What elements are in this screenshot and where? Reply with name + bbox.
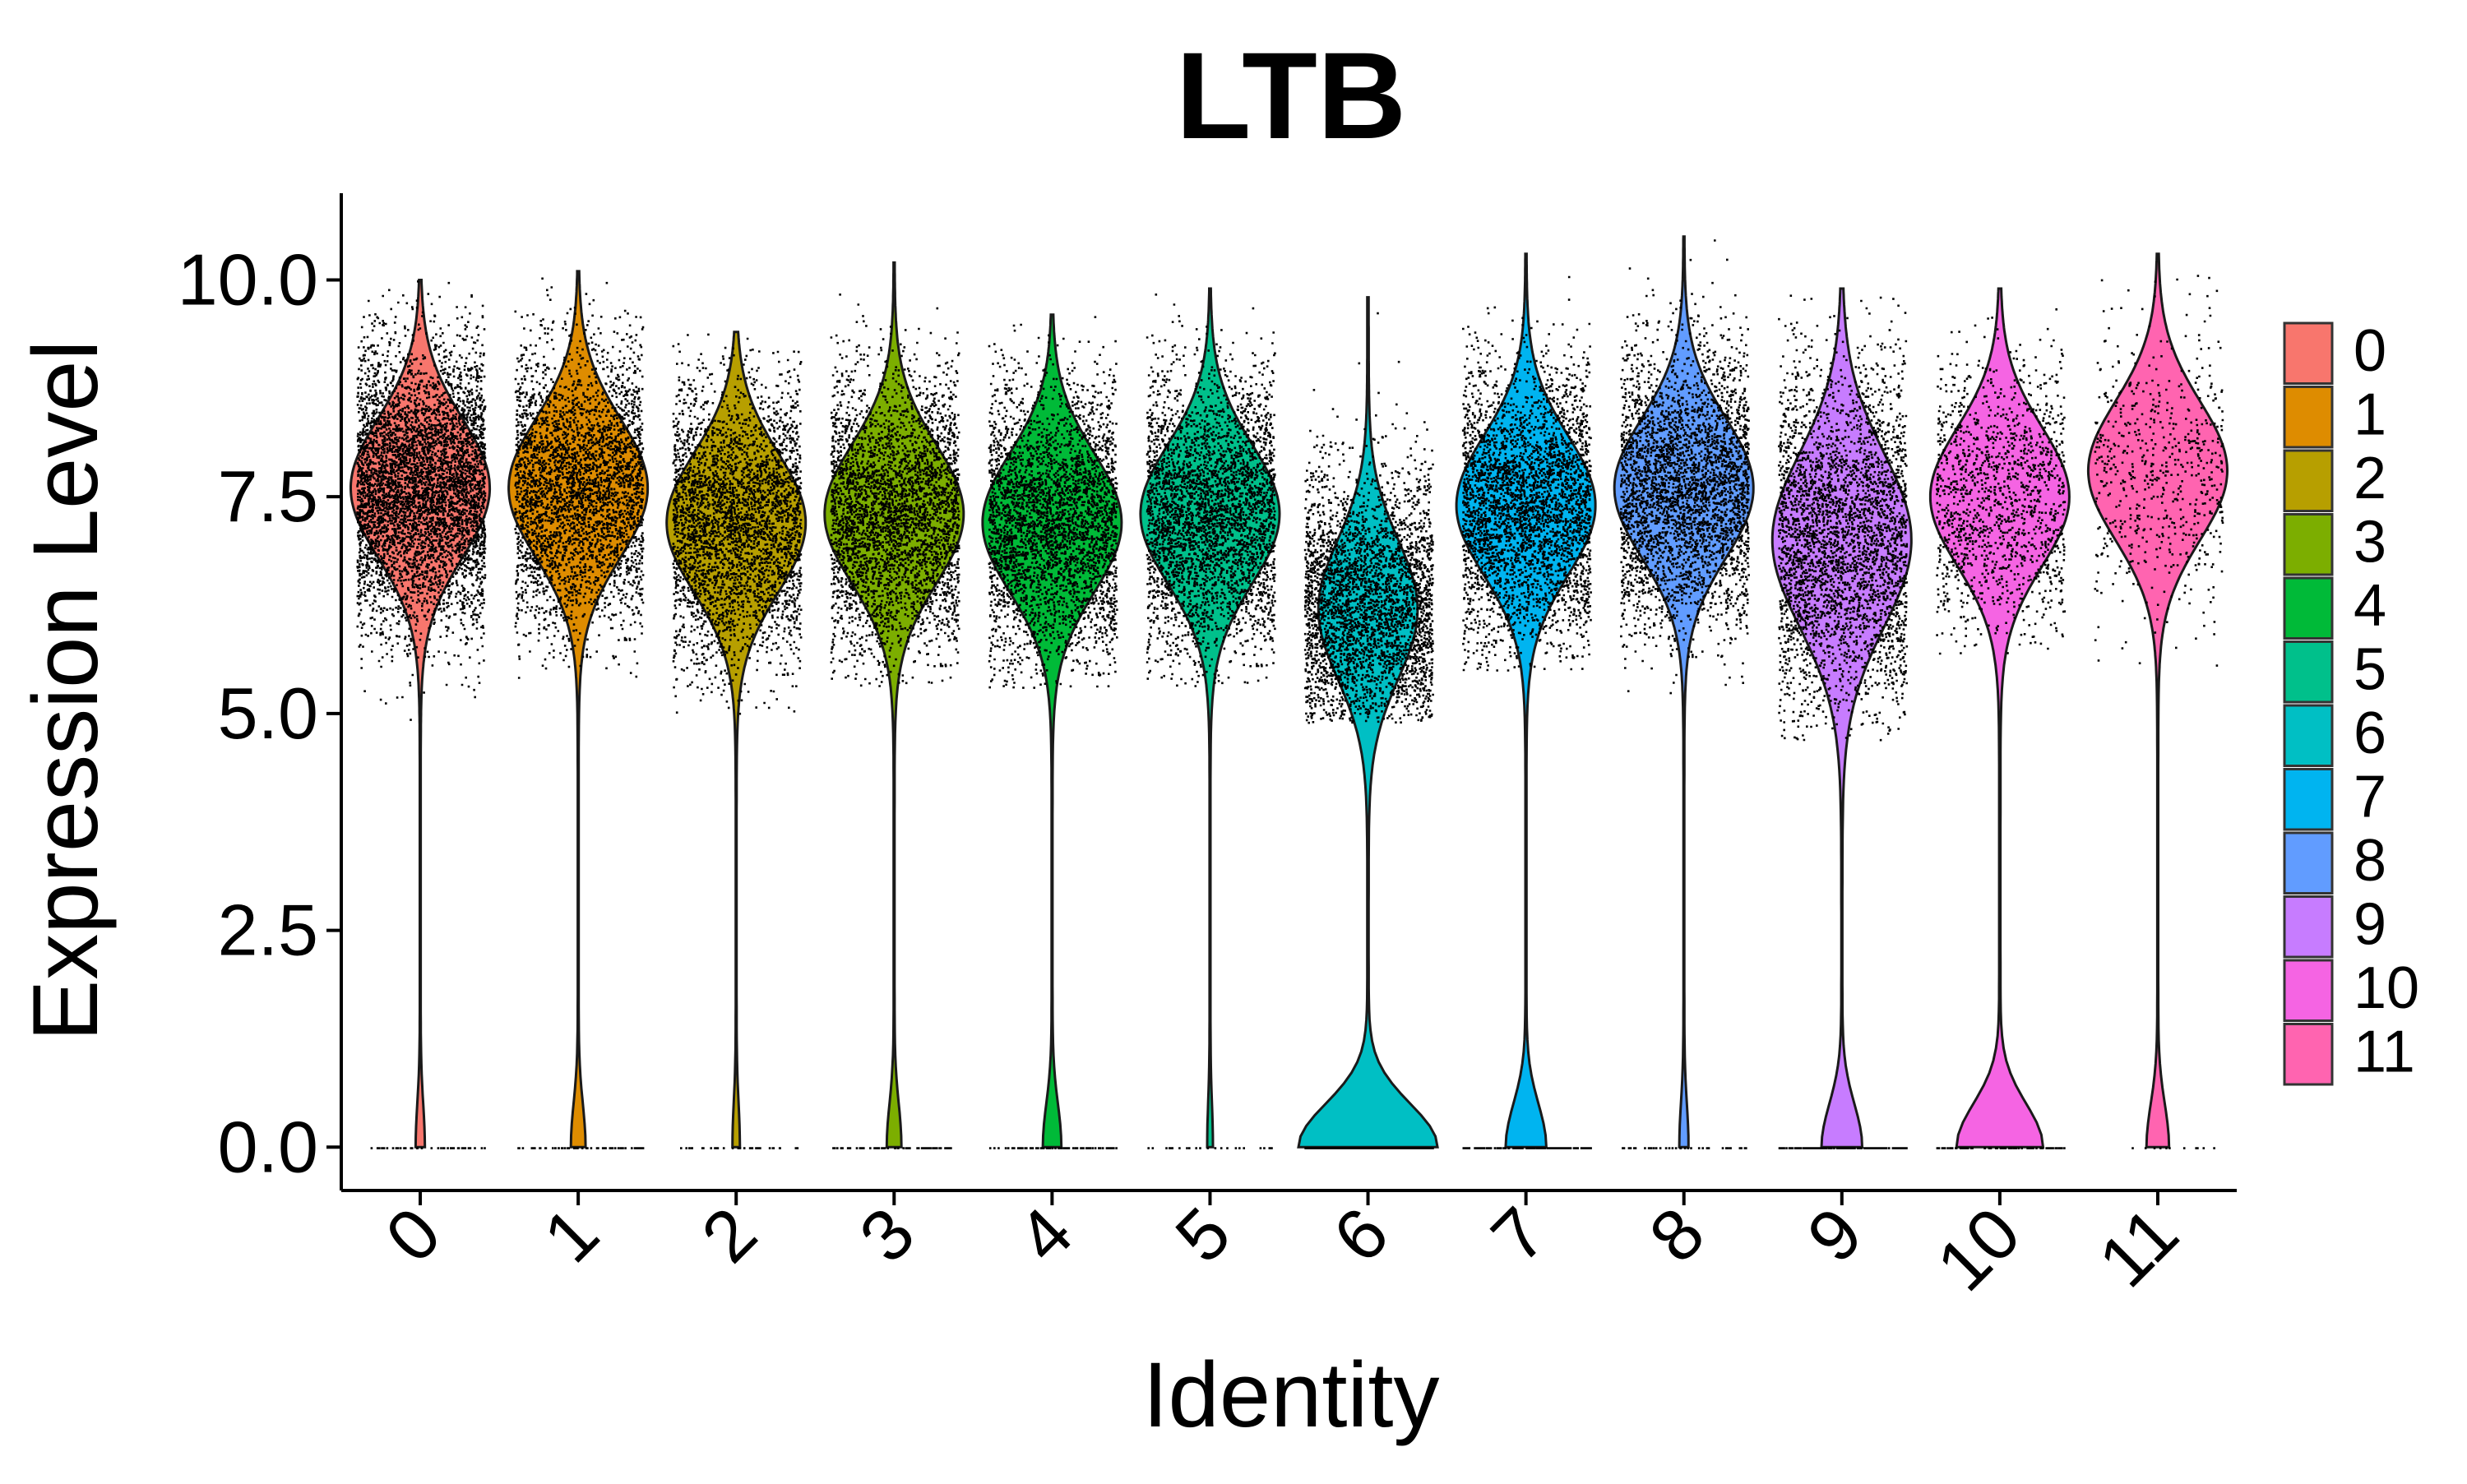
legend-key-6 bbox=[2283, 704, 2334, 767]
legend-key-9 bbox=[2283, 895, 2334, 959]
jitter-points-1 bbox=[514, 277, 645, 1149]
jitter-points-9 bbox=[1778, 294, 1909, 1149]
legend-key-8 bbox=[2283, 831, 2334, 895]
legend-key-10 bbox=[2283, 959, 2334, 1022]
legend-key-5 bbox=[2283, 640, 2334, 704]
legend-label-2: 2 bbox=[2354, 446, 2386, 511]
legend-label-1: 1 bbox=[2354, 382, 2386, 448]
legend-key-7 bbox=[2283, 768, 2334, 831]
jitter-points-8 bbox=[1620, 239, 1750, 1149]
legend-key-2 bbox=[2283, 449, 2334, 512]
x-tick-label: 5 bbox=[1159, 1191, 1246, 1278]
x-tick-label: 6 bbox=[1317, 1191, 1404, 1278]
chart-title: LTB bbox=[1176, 26, 1406, 164]
jitter-points-0 bbox=[356, 280, 487, 1149]
violins-layer bbox=[349, 235, 2229, 1149]
x-tick-label: 2 bbox=[686, 1191, 772, 1278]
y-axis-title: Expression Level bbox=[14, 340, 117, 1042]
legend-label-8: 8 bbox=[2354, 828, 2386, 894]
legend-key-0 bbox=[2283, 321, 2334, 385]
legend-key-11 bbox=[2283, 1023, 2334, 1086]
jitter-points-6 bbox=[1303, 312, 1434, 1149]
jitter-points-7 bbox=[1461, 275, 1592, 1149]
legend-key-4 bbox=[2283, 576, 2334, 640]
violin-2 bbox=[665, 331, 808, 1149]
x-tick-label: 0 bbox=[370, 1191, 456, 1278]
legend-label-3: 3 bbox=[2354, 510, 2386, 576]
x-tick-label: 3 bbox=[844, 1191, 930, 1278]
legend-label-0: 0 bbox=[2354, 318, 2386, 384]
violin-11 bbox=[2086, 252, 2229, 1149]
x-tick-label: 11 bbox=[2083, 1191, 2194, 1302]
y-tick-label: 5.0 bbox=[218, 673, 318, 754]
jitter-points-2 bbox=[672, 333, 803, 1149]
y-tick-label: 2.5 bbox=[218, 890, 318, 971]
violin-8 bbox=[1613, 235, 1755, 1149]
legend-key-3 bbox=[2283, 513, 2334, 576]
jitter-points-4 bbox=[988, 316, 1118, 1149]
x-tick-label: 7 bbox=[1475, 1191, 1562, 1278]
violin-10 bbox=[1928, 287, 2071, 1149]
legend-label-7: 7 bbox=[2354, 765, 2386, 830]
x-tick-label: 10 bbox=[1921, 1191, 2035, 1306]
legend-label-4: 4 bbox=[2354, 573, 2386, 639]
legend-label-9: 9 bbox=[2354, 892, 2386, 958]
violin-6 bbox=[1297, 296, 1439, 1149]
y-tick-label: 0.0 bbox=[218, 1106, 318, 1187]
jitter-points-layer bbox=[356, 239, 2224, 1149]
legend-label-5: 5 bbox=[2354, 637, 2386, 703]
legend-label-6: 6 bbox=[2354, 700, 2386, 766]
x-tick-label: 8 bbox=[1634, 1191, 1720, 1278]
x-tick-label: 9 bbox=[1792, 1191, 1878, 1278]
violin-9 bbox=[1770, 287, 1913, 1149]
legend-key-1 bbox=[2283, 386, 2334, 449]
legend-label-11: 11 bbox=[2354, 1019, 2415, 1085]
x-tick-label: 4 bbox=[1002, 1191, 1088, 1278]
legend-label-10: 10 bbox=[2354, 955, 2419, 1021]
x-axis-title: Identity bbox=[1142, 1343, 1439, 1446]
x-tick-label: 1 bbox=[528, 1191, 614, 1278]
y-tick-label: 7.5 bbox=[218, 455, 318, 537]
y-tick-label: 10.0 bbox=[178, 238, 318, 320]
